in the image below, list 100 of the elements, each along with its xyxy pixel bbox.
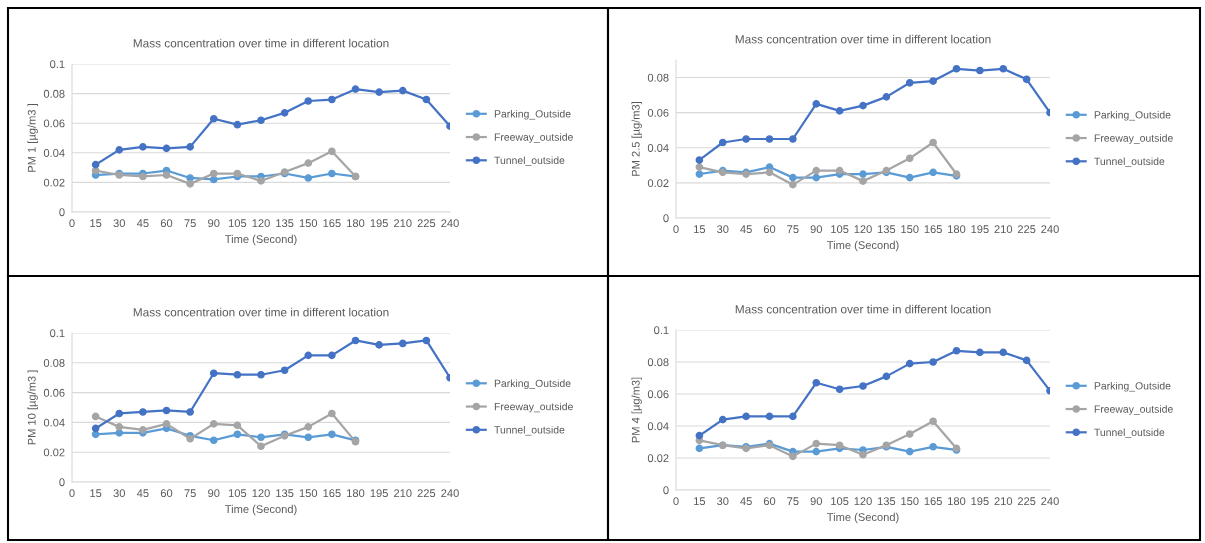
legend-label: Freeway_outside xyxy=(1094,405,1173,415)
y-tick-label: 0.02 xyxy=(647,179,669,188)
x-tick-label: 15 xyxy=(90,489,102,498)
x-tick-label: 75 xyxy=(787,497,799,506)
x-tick-label: 60 xyxy=(763,497,776,506)
x-tick-label: 60 xyxy=(763,225,776,234)
y-tick-label: 0.06 xyxy=(647,108,669,117)
y-tick-label: 0.06 xyxy=(647,390,669,399)
x-tick-label: 180 xyxy=(948,497,966,506)
x-tick-label: 120 xyxy=(252,489,270,498)
y-tick-label: 0.04 xyxy=(647,144,669,152)
legend-label: Tunnel_outside xyxy=(494,156,565,167)
x-tick-label: 165 xyxy=(924,225,942,234)
x-tick-label: 180 xyxy=(347,489,365,498)
x-tick-label: 240 xyxy=(1041,225,1059,234)
x-tick-label: 75 xyxy=(184,219,196,228)
x-tick-label: 195 xyxy=(971,497,989,506)
x-tick-label: 210 xyxy=(994,225,1013,234)
x-tick-label: 180 xyxy=(948,225,966,234)
y-tick-label: 0 xyxy=(59,478,65,487)
y-axis-title: PM 10 [µg/m3 ] xyxy=(27,370,38,445)
y-tick-label: 0.02 xyxy=(43,448,65,457)
x-tick-label: 150 xyxy=(901,497,919,506)
chart-title: Mass concentration over time in different location xyxy=(133,307,389,317)
x-tick-label: 60 xyxy=(160,489,173,498)
x-tick-label: 225 xyxy=(1017,497,1036,506)
y-tick-label: 0.06 xyxy=(43,119,65,128)
x-tick-label: 105 xyxy=(831,225,849,234)
x-tick-label: 45 xyxy=(740,497,752,506)
x-tick-label: 150 xyxy=(901,225,919,234)
y-tick-label: 0.04 xyxy=(43,149,65,157)
x-tick-label: 165 xyxy=(323,489,341,498)
x-tick-label: 180 xyxy=(347,219,365,228)
x-tick-label: 150 xyxy=(299,219,318,228)
x-tick-label: 90 xyxy=(208,489,220,498)
x-tick-label: 120 xyxy=(854,497,872,506)
y-tick-label: 0.02 xyxy=(647,454,669,463)
x-tick-label: 210 xyxy=(394,489,412,498)
y-tick-label: 0.1 xyxy=(50,60,65,69)
x-tick-label: 135 xyxy=(276,489,294,498)
x-tick-label: 195 xyxy=(971,225,989,234)
y-axis-title: PM 4 [µg/m3] xyxy=(631,377,642,443)
x-tick-label: 75 xyxy=(184,489,196,498)
x-tick-label: 105 xyxy=(228,219,247,228)
x-tick-label: 225 xyxy=(417,489,436,498)
legend-label: Tunnel_outside xyxy=(1094,428,1165,439)
y-tick-label: 0.08 xyxy=(647,73,669,82)
x-tick-label: 90 xyxy=(810,225,822,234)
x-tick-label: 0 xyxy=(69,219,75,228)
x-tick-label: 30 xyxy=(113,489,125,498)
x-tick-label: 195 xyxy=(370,219,388,228)
x-tick-label: 165 xyxy=(924,497,942,506)
x-tick-label: 135 xyxy=(877,225,896,234)
y-axis-title: PM 1 [µg/m3 ] xyxy=(27,104,38,172)
x-axis-title: Time (Second) xyxy=(225,504,297,516)
y-tick-label: 0.1 xyxy=(50,329,65,338)
chart-title: Mass concentration over time in different location xyxy=(735,34,991,44)
x-tick-label: 105 xyxy=(228,489,247,498)
x-tick-label: 30 xyxy=(716,497,729,506)
x-tick-label: 210 xyxy=(994,497,1013,506)
legend-label: Parking_Outside xyxy=(1094,381,1171,392)
x-tick-label: 195 xyxy=(370,489,388,498)
x-tick-label: 45 xyxy=(740,225,752,234)
x-tick-label: 0 xyxy=(673,497,679,506)
x-tick-label: 0 xyxy=(69,489,75,498)
x-tick-label: 15 xyxy=(90,219,102,228)
y-axis-title: PM 2.5 [µg/m3] xyxy=(631,102,642,176)
x-tick-label: 75 xyxy=(787,225,799,234)
x-tick-label: 135 xyxy=(877,497,896,506)
x-tick-label: 150 xyxy=(299,489,318,498)
x-tick-label: 135 xyxy=(276,219,294,228)
x-axis-title: Time (Second) xyxy=(827,240,899,252)
legend-label: Parking_Outside xyxy=(494,109,571,120)
x-tick-label: 120 xyxy=(252,219,270,228)
x-tick-label: 165 xyxy=(323,219,341,228)
legend-label: Freeway_outside xyxy=(494,402,573,413)
x-tick-label: 240 xyxy=(441,489,459,498)
x-tick-label: 15 xyxy=(694,497,706,506)
x-tick-label: 60 xyxy=(160,219,173,228)
x-tick-label: 45 xyxy=(136,219,149,228)
legend-label: Tunnel_outside xyxy=(1094,157,1165,168)
y-tick-label: 0.1 xyxy=(654,326,669,335)
y-tick-label: 0.04 xyxy=(647,422,669,431)
y-tick-label: 0 xyxy=(59,208,65,217)
x-axis-title: Time (Second) xyxy=(827,512,899,524)
y-tick-label: 0.06 xyxy=(43,388,65,397)
y-tick-label: 0.02 xyxy=(43,178,65,187)
x-tick-label: 240 xyxy=(441,219,459,228)
x-tick-label: 240 xyxy=(1041,497,1059,506)
legend-label: Freeway_outside xyxy=(494,133,573,143)
legend-label: Parking_Outside xyxy=(494,379,571,390)
y-tick-label: 0.08 xyxy=(647,358,669,367)
x-tick-label: 120 xyxy=(854,225,872,234)
x-tick-label: 30 xyxy=(113,219,125,228)
y-tick-label: 0.08 xyxy=(43,359,65,367)
y-tick-label: 0.04 xyxy=(43,418,65,427)
legend-label: Parking_Outside xyxy=(1094,110,1171,121)
legend-label: Tunnel_outside xyxy=(494,425,565,436)
y-tick-label: 0.08 xyxy=(43,89,65,98)
x-tick-label: 30 xyxy=(716,225,729,234)
